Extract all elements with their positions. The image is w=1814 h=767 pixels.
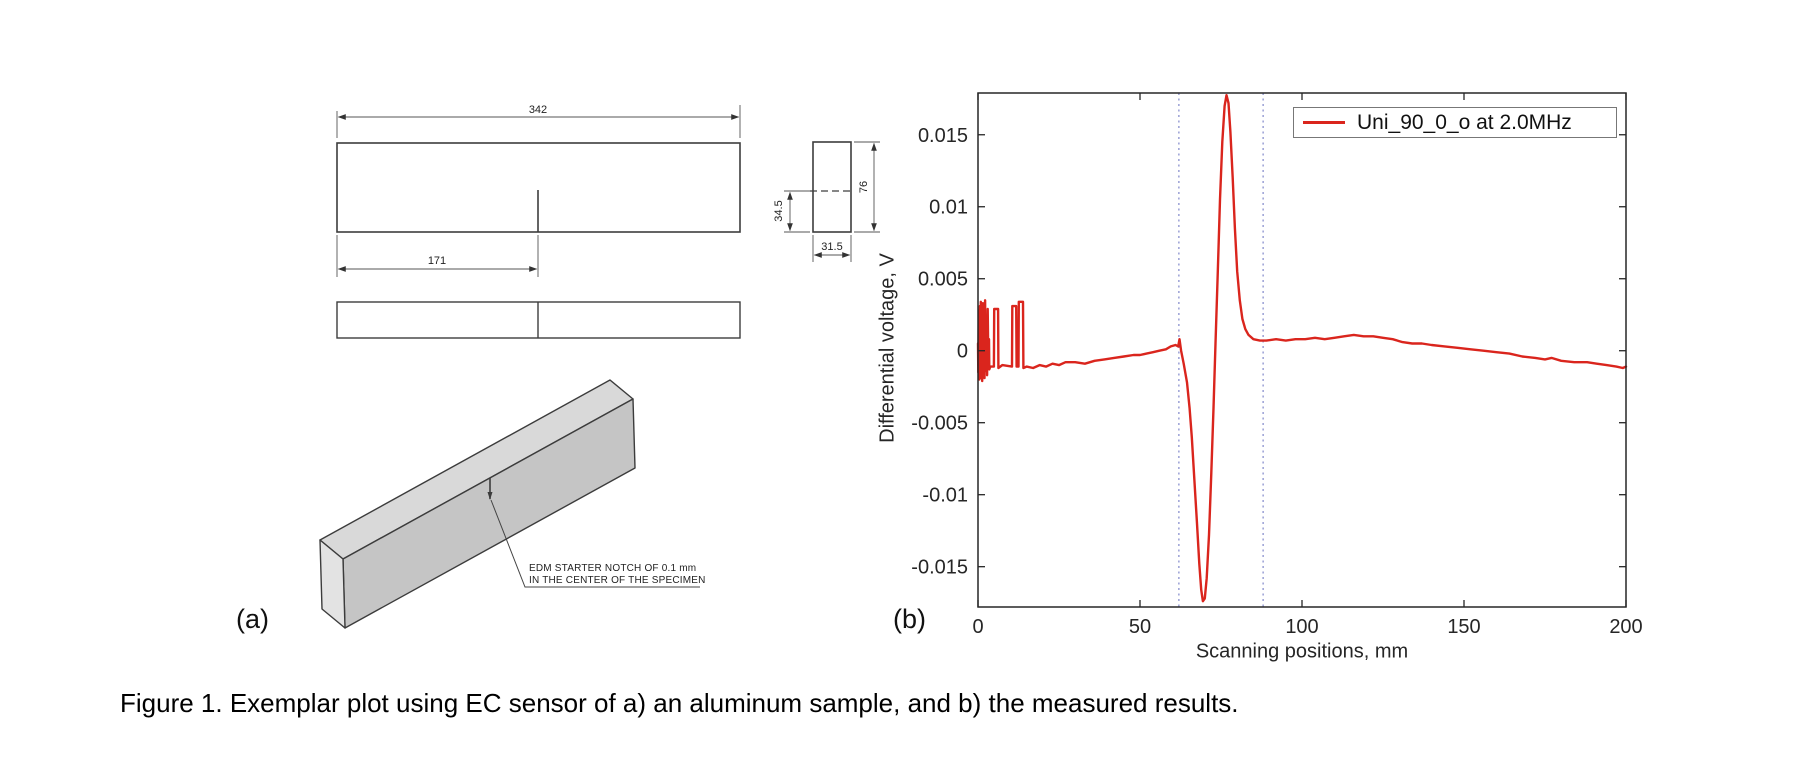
measurement-chart: 0 50 100 150 200 -0.015 -0.01 -0.005 0 0.005 0.01 0… bbox=[911, 92, 1643, 638]
specimen-drawing: 342 171 34.5 76 bbox=[319, 104, 880, 629]
figure-caption: Figure 1. Exemplar plot using EC sensor … bbox=[120, 688, 1239, 718]
dimension-342 bbox=[336, 105, 741, 138]
signal-curve bbox=[976, 94, 1628, 603]
dim-label-total-length: 342 bbox=[529, 104, 547, 116]
x-axis-label: Scanning positions, mm bbox=[1195, 640, 1409, 663]
panel-a-label: (a) bbox=[236, 604, 269, 634]
dim-label-side-height: 76 bbox=[858, 181, 870, 193]
dim-label-notch-position: 171 bbox=[428, 255, 446, 267]
dim-label-side-height-partial: 34.5 bbox=[773, 200, 785, 221]
x-tick-label: 50 bbox=[1129, 616, 1151, 638]
x-tick-label: 150 bbox=[1447, 616, 1480, 638]
y-tick-label: 0.005 bbox=[918, 269, 968, 291]
dimension-31-5 bbox=[812, 235, 852, 262]
specimen-side-view: 34.5 76 31.5 bbox=[773, 141, 880, 262]
y-tick-label: -0.015 bbox=[911, 557, 968, 579]
y-tick-label: -0.005 bbox=[911, 413, 968, 435]
legend-line-swatch bbox=[1303, 120, 1345, 125]
chart-legend: Uni_90_0_o at 2.0MHz bbox=[1293, 107, 1617, 138]
y-tick-label: 0 bbox=[957, 341, 968, 363]
dimension-34-5 bbox=[784, 190, 810, 233]
notch-annotation: EDM STARTER NOTCH OF 0.1 mm IN THE CENTE… bbox=[490, 499, 706, 588]
y-tick-label: 0.015 bbox=[918, 125, 968, 147]
y-tick-label: -0.01 bbox=[922, 485, 968, 507]
y-axis-label: Differential voltage, V bbox=[876, 253, 899, 443]
dimension-171 bbox=[336, 235, 539, 277]
x-tick-label: 200 bbox=[1609, 616, 1642, 638]
dimension-76 bbox=[854, 141, 880, 233]
x-tick-label: 100 bbox=[1285, 616, 1318, 638]
panel-b-label: (b) bbox=[893, 604, 926, 634]
prism-end-face bbox=[319, 539, 346, 629]
specimen-isometric-view bbox=[319, 379, 636, 629]
y-tick-label: 0.01 bbox=[929, 197, 968, 219]
dim-label-side-width: 31.5 bbox=[821, 241, 842, 253]
specimen-top-view bbox=[336, 142, 741, 233]
legend-entry-label: Uni_90_0_o at 2.0MHz bbox=[1357, 110, 1572, 134]
x-tick-label: 0 bbox=[972, 616, 983, 638]
specimen-edge-view bbox=[336, 301, 741, 339]
plot-box bbox=[977, 92, 1627, 608]
notch-note-line2: IN THE CENTER OF THE SPECIMEN bbox=[529, 575, 706, 586]
leader-line bbox=[490, 499, 700, 588]
notch-note-line1: EDM STARTER NOTCH OF 0.1 mm bbox=[529, 563, 696, 574]
